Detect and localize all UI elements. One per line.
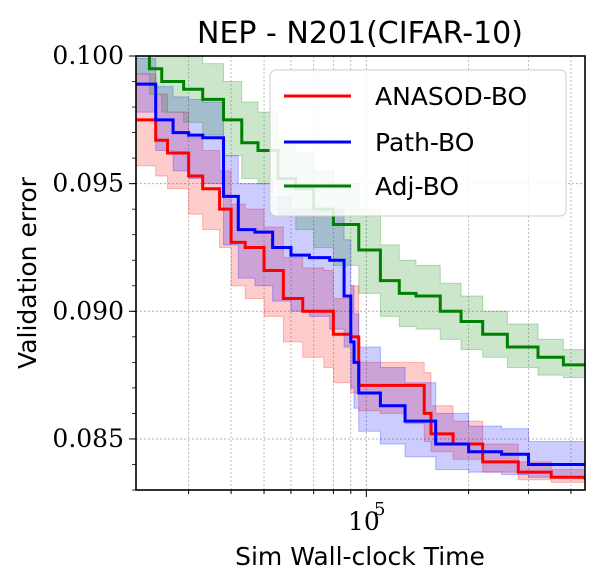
legend-box bbox=[269, 69, 567, 217]
legend-label-adj: Adj-BO bbox=[375, 172, 459, 201]
chart-title: NEP - N201(CIFAR-10) bbox=[197, 16, 523, 51]
axis-ticks bbox=[129, 55, 572, 497]
y-tick-label: 0.090 bbox=[52, 296, 124, 325]
adj-bo-line bbox=[147, 56, 585, 367]
legend-label-anasod: ANASOD-BO bbox=[375, 82, 527, 111]
plot-frame bbox=[135, 55, 586, 491]
y-tick-label: 0.095 bbox=[52, 169, 124, 198]
x-tick-label-1e5: 10 5 bbox=[348, 499, 385, 536]
anasod-bo-line bbox=[136, 118, 585, 480]
anasod-bo-band bbox=[136, 73, 585, 485]
path-bo-line bbox=[136, 82, 585, 466]
y-tick-label: 0.085 bbox=[52, 424, 124, 453]
x-tick-base: 10 bbox=[348, 507, 380, 536]
y-axis-title: Validation error bbox=[13, 176, 42, 369]
legend: ANASOD-BO Path-BO Adj-BO bbox=[269, 69, 567, 217]
x-axis-title: Sim Wall-clock Time bbox=[235, 542, 485, 571]
tick-labels: 0.085 0.090 0.095 0.100 bbox=[52, 41, 124, 453]
y-tick-label: 0.100 bbox=[52, 41, 124, 70]
series-lines bbox=[136, 56, 585, 480]
legend-label-path: Path-BO bbox=[375, 128, 474, 157]
x-tick-exponent: 5 bbox=[374, 499, 385, 520]
